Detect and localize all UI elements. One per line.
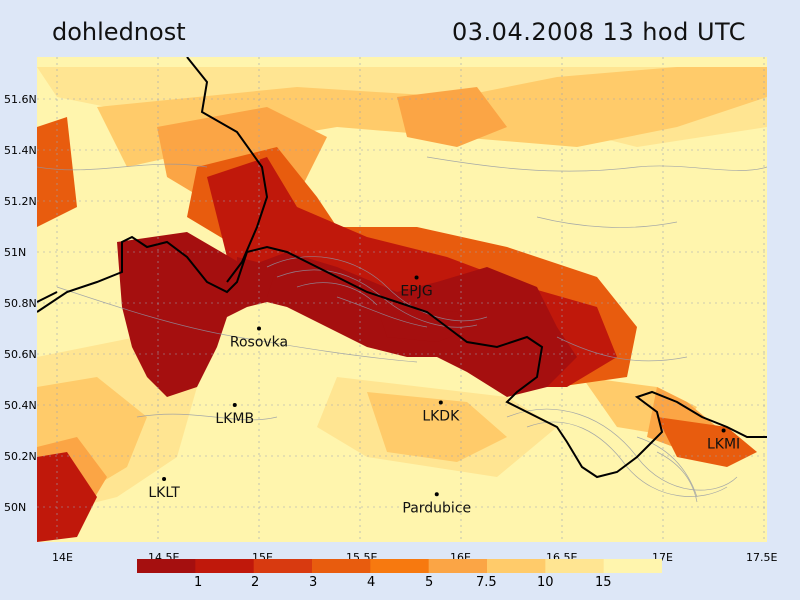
legend-swatch <box>428 559 488 573</box>
legend-swatch <box>195 559 255 573</box>
graticule <box>37 57 767 542</box>
visibility-map: EPJG Rosovka LKMB LKDK LKMI LKLT Pardubice <box>37 57 767 542</box>
lat-label: 51.4N <box>4 144 37 157</box>
lat-label: 51N <box>4 246 27 259</box>
lat-label: 51.2N <box>4 195 37 208</box>
lat-label: 51.6N <box>4 93 37 106</box>
station-label: Pardubice <box>402 500 471 516</box>
legend-swatch <box>137 559 196 573</box>
legend-label: 4 <box>367 575 376 590</box>
station-marker <box>232 403 237 407</box>
legend-swatch <box>487 559 546 573</box>
legend-swatch <box>370 559 430 573</box>
station-label: LKMI <box>707 437 740 453</box>
station-marker <box>438 400 443 405</box>
legend-label: 2 <box>251 575 260 590</box>
state-borders <box>37 57 767 479</box>
station-markers: EPJG Rosovka LKMB LKDK LKMI LKLT Pardubice <box>148 275 740 516</box>
station-marker <box>162 476 167 481</box>
lat-label: 50.4N <box>4 399 37 412</box>
station-label: LKMB <box>215 411 254 427</box>
legend-label: 3 <box>309 575 318 590</box>
map-datetime: 03.04.2008 13 hod UTC <box>452 18 747 46</box>
legend-label: 15 <box>595 575 612 590</box>
station-label: Rosovka <box>230 335 288 351</box>
station-marker <box>721 428 726 433</box>
station-label: EPJG <box>400 284 432 300</box>
map-title: dohlednost <box>52 18 186 46</box>
legend-swatch <box>312 559 371 573</box>
color-legend <box>137 559 662 573</box>
legend-label: 1 <box>194 575 203 590</box>
legend-label: 5 <box>425 575 434 590</box>
lon-label: 17.5E <box>746 551 778 564</box>
legend-label: 10 <box>537 575 554 590</box>
lat-label: 50N <box>4 501 27 514</box>
visibility-band-lt-1 <box>117 232 577 397</box>
station-marker <box>414 275 419 280</box>
station-marker <box>434 492 439 497</box>
lon-label: 14E <box>52 551 73 564</box>
lat-label: 50.8N <box>4 297 37 310</box>
terrain-contours <box>37 156 767 503</box>
legend-swatch <box>253 559 313 573</box>
station-marker <box>257 326 261 331</box>
station-label: LKDK <box>422 408 460 424</box>
lat-label: 50.6N <box>4 348 37 361</box>
legend-swatch <box>603 559 662 573</box>
legend-swatch <box>545 559 605 573</box>
legend-label: 7.5 <box>476 575 497 590</box>
station-label: LKLT <box>148 485 180 501</box>
lat-label: 50.2N <box>4 450 37 463</box>
